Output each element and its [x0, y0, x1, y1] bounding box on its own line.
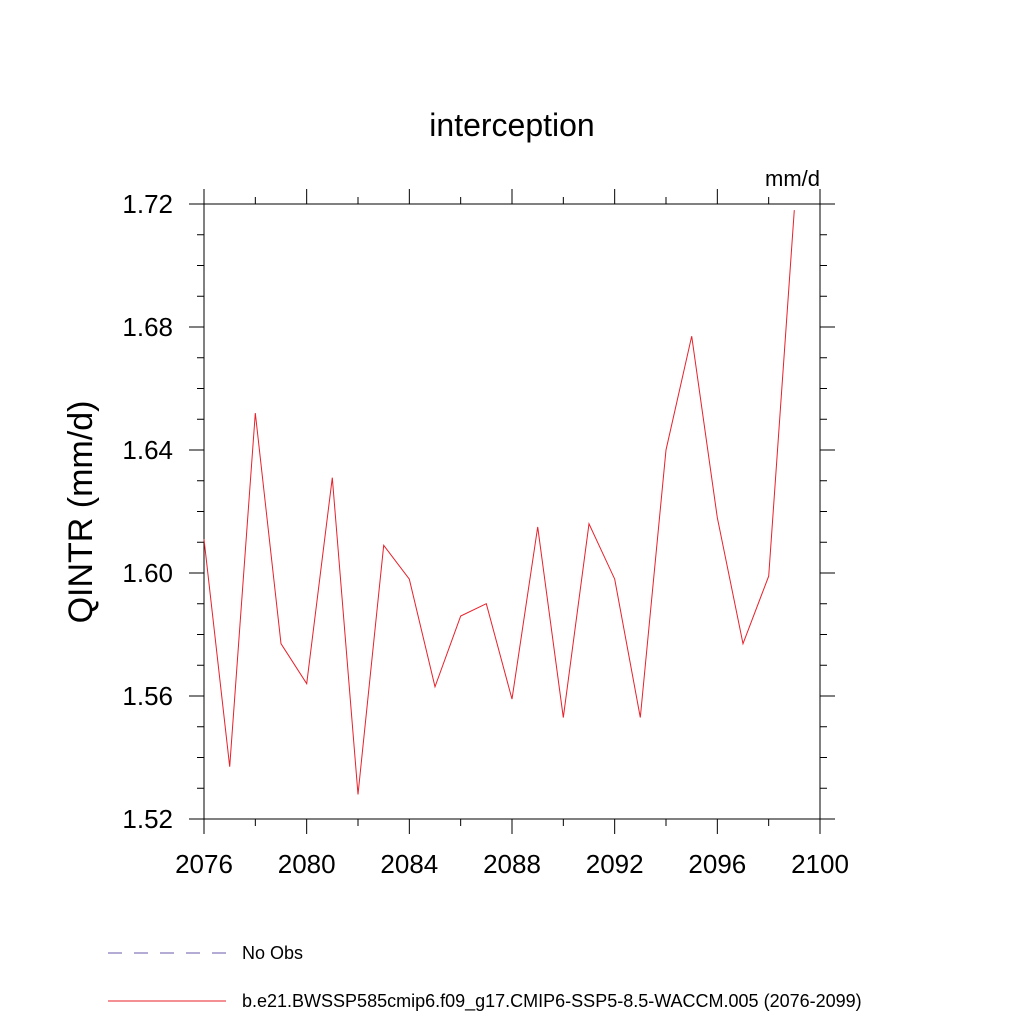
x-tick-label: 2092: [586, 849, 644, 879]
x-tick-label: 2088: [483, 849, 541, 879]
plot-frame: [203, 203, 821, 820]
series-layer: [203, 210, 795, 795]
y-tick-label: 1.64: [122, 435, 173, 465]
series-line: [203, 210, 795, 795]
x-tick-label: 2096: [688, 849, 746, 879]
y-axis-label: QINTR (mm/d): [62, 401, 100, 624]
legend: No Obs b.e21.BWSSP585cmip6.f09_g17.CMIP6…: [108, 943, 862, 1012]
y-axis-ticks: 1.52 1.56 1.60 1.64 1.68 1.72: [122, 189, 835, 834]
units-label: mm/d: [765, 166, 820, 191]
y-tick-label: 1.72: [122, 189, 173, 219]
x-tick-label: 2080: [278, 849, 336, 879]
y-tick-label: 1.56: [122, 681, 173, 711]
chart-title: interception: [429, 107, 594, 143]
x-tick-label: 2084: [380, 849, 438, 879]
y-tick-label: 1.52: [122, 804, 173, 834]
x-tick-label: 2076: [175, 849, 233, 879]
legend-label-no-obs: No Obs: [242, 943, 303, 963]
legend-label-model-run: b.e21.BWSSP585cmip6.f09_g17.CMIP6-SSP5-8…: [242, 991, 862, 1012]
y-tick-label: 1.68: [122, 312, 173, 342]
x-axis-ticks: 2076 2080 2084 2088 2092 2096 2100: [175, 189, 849, 879]
x-tick-label: 2100: [791, 849, 849, 879]
y-tick-label: 1.60: [122, 558, 173, 588]
